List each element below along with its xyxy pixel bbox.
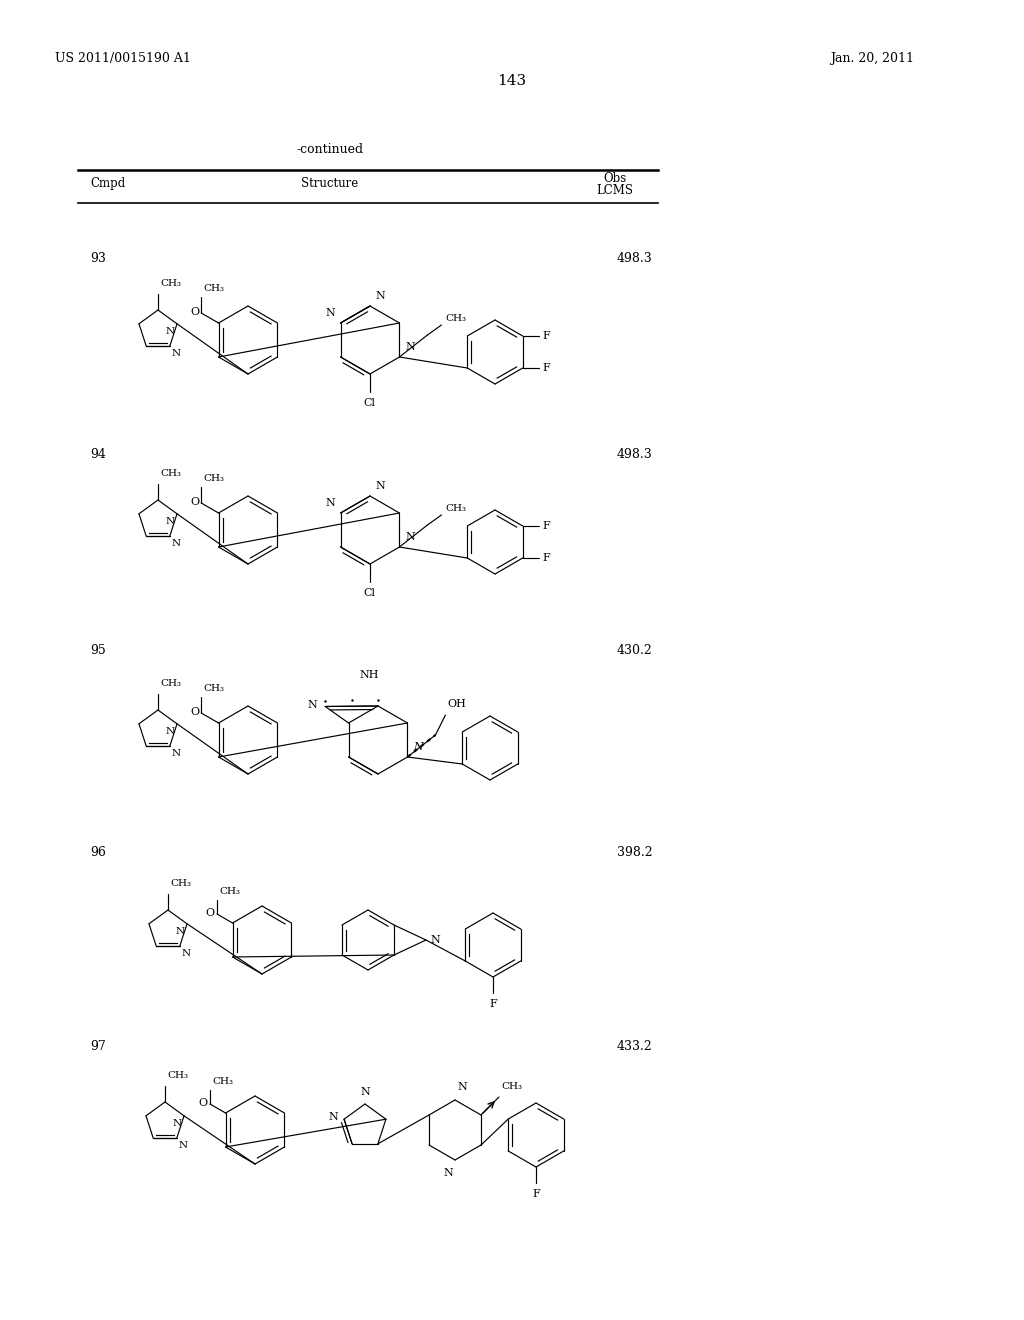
Text: N: N <box>406 532 415 543</box>
Text: CH₃: CH₃ <box>170 879 191 888</box>
Text: O: O <box>206 908 215 917</box>
Text: N: N <box>457 1082 467 1092</box>
Text: N: N <box>375 290 385 301</box>
Text: F: F <box>543 363 551 374</box>
Text: CH₃: CH₃ <box>160 279 181 288</box>
Text: N: N <box>172 539 181 548</box>
Text: F: F <box>532 1189 540 1199</box>
Text: 96: 96 <box>90 846 105 858</box>
Text: N: N <box>329 1113 338 1122</box>
Text: N: N <box>443 1168 453 1177</box>
Text: N: N <box>172 350 181 358</box>
Text: Cmpd: Cmpd <box>90 177 125 190</box>
Text: CH₃: CH₃ <box>212 1077 233 1086</box>
Text: CH₃: CH₃ <box>203 474 224 483</box>
Text: F: F <box>543 553 551 564</box>
Text: Structure: Structure <box>301 177 358 190</box>
Text: N: N <box>176 927 185 936</box>
Text: N: N <box>179 1142 187 1150</box>
Text: F: F <box>543 331 551 341</box>
Text: CH₃: CH₃ <box>445 314 467 323</box>
Text: N: N <box>360 1086 370 1097</box>
Text: N: N <box>375 480 385 491</box>
Text: CH₃: CH₃ <box>219 887 240 896</box>
Text: LCMS: LCMS <box>597 183 634 197</box>
Text: O: O <box>199 1098 208 1107</box>
Text: CH₃: CH₃ <box>501 1082 522 1092</box>
Text: N: N <box>172 750 181 758</box>
Text: CH₃: CH₃ <box>160 469 181 478</box>
Text: 143: 143 <box>498 74 526 88</box>
Text: Cl: Cl <box>362 399 375 408</box>
Text: -continued: -continued <box>296 143 364 156</box>
Text: 97: 97 <box>90 1040 105 1053</box>
Text: OH: OH <box>447 700 466 709</box>
Text: Jan. 20, 2011: Jan. 20, 2011 <box>830 51 914 65</box>
Text: Obs: Obs <box>603 172 627 185</box>
Text: CH₃: CH₃ <box>160 678 181 688</box>
Text: 94: 94 <box>90 449 105 462</box>
Text: N: N <box>430 935 439 945</box>
Text: CH₃: CH₃ <box>167 1071 188 1080</box>
Text: 498.3: 498.3 <box>617 252 652 264</box>
Text: 430.2: 430.2 <box>617 644 652 656</box>
Text: O: O <box>190 498 200 507</box>
Text: N: N <box>307 700 317 710</box>
Text: 498.3: 498.3 <box>617 449 652 462</box>
Text: 93: 93 <box>90 252 105 264</box>
Text: O: O <box>190 708 200 717</box>
Text: US 2011/0015190 A1: US 2011/0015190 A1 <box>55 51 190 65</box>
Text: N: N <box>326 498 336 508</box>
Text: F: F <box>489 999 497 1008</box>
Text: N: N <box>173 1119 182 1127</box>
Text: 95: 95 <box>90 644 105 656</box>
Text: Cl: Cl <box>362 587 375 598</box>
Text: 398.2: 398.2 <box>617 846 652 858</box>
Text: N: N <box>406 342 415 352</box>
Text: N: N <box>326 308 336 318</box>
Text: CH₃: CH₃ <box>203 684 224 693</box>
Text: F: F <box>543 521 551 531</box>
Text: N: N <box>166 327 175 335</box>
Text: CH₃: CH₃ <box>445 504 467 513</box>
Text: N: N <box>181 949 190 958</box>
Text: N: N <box>166 517 175 525</box>
Text: 433.2: 433.2 <box>617 1040 652 1053</box>
Text: NH: NH <box>359 671 379 680</box>
Text: N: N <box>414 742 423 752</box>
Text: N: N <box>166 727 175 735</box>
Text: CH₃: CH₃ <box>203 284 224 293</box>
Text: O: O <box>190 308 200 317</box>
